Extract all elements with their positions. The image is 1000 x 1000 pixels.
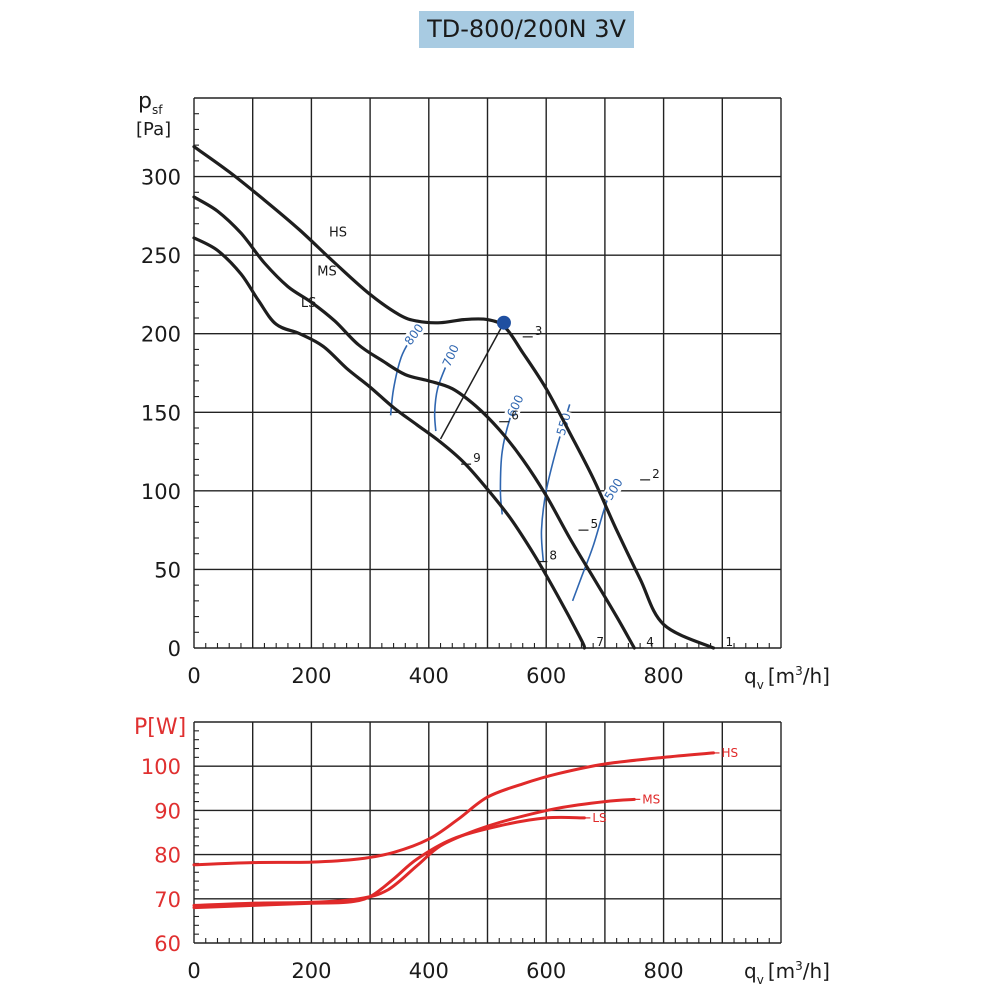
point-label-5: 5 xyxy=(590,517,598,531)
power-y-tick-label: 70 xyxy=(154,888,181,912)
main-x-tick-label: 200 xyxy=(291,664,331,688)
power-x-tick-label: 800 xyxy=(644,959,684,983)
power-curve-label-ls: LS xyxy=(592,811,606,825)
rpm-label-bg xyxy=(503,391,528,421)
point-label-2: 2 xyxy=(652,467,660,481)
operating-point xyxy=(496,315,511,330)
power-x-tick-label: 600 xyxy=(526,959,566,983)
point-label-9: 9 xyxy=(473,451,481,465)
power-curve-hs xyxy=(192,751,715,867)
main-x-tick-label: 800 xyxy=(644,664,684,688)
y-axis-label-main: psf xyxy=(138,89,163,117)
curve-label-ls: LS xyxy=(301,296,317,311)
main-y-tick-label: 200 xyxy=(141,323,181,347)
power-y-axis-label: P[W] xyxy=(134,715,186,740)
chart-title: TD-800/200N 3V xyxy=(419,11,634,48)
system-line xyxy=(439,322,505,440)
pressure-curve-ls xyxy=(192,236,586,650)
power-x-tick-label: 0 xyxy=(187,959,200,983)
main-y-tick-label: 150 xyxy=(141,401,181,425)
point-label-1: 1 xyxy=(725,635,733,649)
point-label-6: 6 xyxy=(511,409,519,423)
power-curves: HS MS LS xyxy=(192,746,738,910)
main-x-tick-labels: 0 200 400 600 800 xyxy=(187,664,683,688)
power-curve-ms xyxy=(192,797,636,907)
main-y-tick-label: 50 xyxy=(154,558,181,582)
power-curve-label-ms: MS xyxy=(642,792,660,806)
main-y-tick-label: 250 xyxy=(141,244,181,268)
power-minor-ticks xyxy=(194,730,770,943)
main-minor-ticks xyxy=(194,113,770,648)
point-label-7: 7 xyxy=(596,635,604,649)
main-y-tick-labels: 0 50 100 150 200 250 300 xyxy=(141,166,181,661)
curve-label-hs: HS xyxy=(329,225,347,240)
power-x-tick-label: 200 xyxy=(291,959,331,983)
pressure-curve-hs xyxy=(192,145,716,650)
main-x-tick-label: 0 xyxy=(187,664,200,688)
power-y-tick-label: 100 xyxy=(141,755,181,779)
power-grid xyxy=(193,721,782,944)
x-axis-label-main: qv [m3/h] xyxy=(744,664,830,692)
main-y-tick-label: 300 xyxy=(141,166,181,190)
main-y-tick-label: 100 xyxy=(141,480,181,504)
point-labels: 1 2 3 4 5 6 7 8 9 xyxy=(461,324,733,649)
power-y-tick-labels: 60 70 80 90 100 xyxy=(141,755,181,956)
point-label-3: 3 xyxy=(535,324,543,338)
pressure-curve-ms xyxy=(192,195,636,650)
pressure-curves: HS MS LS xyxy=(192,145,716,650)
power-curve-label-hs: HS xyxy=(721,746,738,760)
rpm-label-bg xyxy=(600,474,627,505)
curve-label-ms: MS xyxy=(317,265,336,280)
main-x-tick-label: 400 xyxy=(409,664,449,688)
y-axis-unit: [Pa] xyxy=(136,119,171,140)
main-grid xyxy=(193,97,782,649)
point-label-8: 8 xyxy=(549,549,557,563)
power-y-tick-label: 60 xyxy=(154,932,181,956)
power-curve-ls xyxy=(192,815,586,910)
main-y-tick-label: 0 xyxy=(168,637,181,661)
power-y-tick-label: 80 xyxy=(154,844,181,868)
power-y-tick-label: 90 xyxy=(154,799,181,823)
main-x-tick-label: 600 xyxy=(526,664,566,688)
power-x-tick-label: 400 xyxy=(409,959,449,983)
rpm-label-bg xyxy=(438,340,463,371)
power-x-axis-label: qv [m3/h] xyxy=(744,959,830,987)
point-label-4: 4 xyxy=(646,635,654,649)
rpm-label-bg xyxy=(400,319,428,350)
power-x-tick-labels: 0 200 400 600 800 xyxy=(187,959,683,983)
